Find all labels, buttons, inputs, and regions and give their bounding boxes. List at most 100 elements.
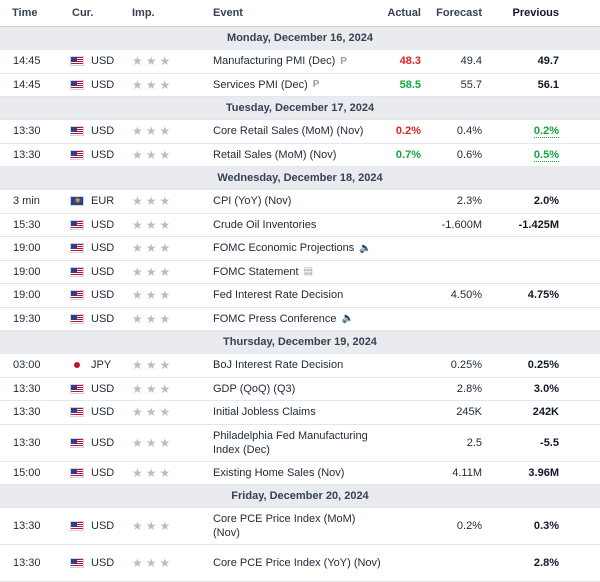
event-name[interactable]: Fed Interest Rate Decision: [213, 289, 344, 302]
star-icon: ★: [132, 54, 143, 69]
event-name[interactable]: CPI (YoY) (Nov): [213, 195, 292, 208]
currency-cell: USD: [70, 79, 114, 91]
currency-code: USD: [91, 125, 115, 138]
star-icon: ★: [159, 405, 171, 420]
event-cell[interactable]: Initial Jobless Claims: [213, 405, 316, 419]
star-icon: ★: [159, 264, 171, 279]
day-label: Friday, December 20, 2024: [231, 490, 369, 502]
header-time[interactable]: Time: [12, 7, 38, 19]
table-row[interactable]: 14:45 USD ★ ★ ★ Manufacturing PMI (Dec) P 48.3 4…: [0, 50, 600, 74]
actual-value: 0.2%: [395, 125, 421, 138]
header-currency[interactable]: Cur.: [72, 7, 94, 19]
forecast-value: 0.4%: [456, 125, 482, 138]
event-cell[interactable]: Core PCE Price Index (YoY) (Nov): [213, 556, 383, 570]
event-name[interactable]: Services PMI (Dec): [213, 78, 308, 91]
previous-value: 4.75%: [528, 289, 559, 301]
table-row[interactable]: 03:00 JPY ★ ★ ★ BoJ Interest Rate Decision 0.2…: [0, 354, 600, 378]
event-cell[interactable]: FOMC Press Conference 🔈: [213, 312, 354, 326]
event-cell[interactable]: Crude Oil Inventories: [213, 218, 316, 232]
event-name[interactable]: Core PCE Price Index (YoY) (Nov): [213, 557, 381, 569]
table-row[interactable]: 13:30 USD ★ ★ ★ Initial Jobless Claims 245K 242…: [0, 401, 600, 425]
event-name[interactable]: FOMC Statement: [213, 265, 299, 278]
header-event[interactable]: Event: [213, 7, 243, 19]
event-cell[interactable]: Manufacturing PMI (Dec) P: [213, 54, 347, 68]
event-cell[interactable]: Retail Sales (MoM) (Nov): [213, 148, 336, 162]
event-name[interactable]: Manufacturing PMI (Dec): [213, 55, 336, 68]
forecast-value: 245K: [456, 406, 482, 419]
header-importance[interactable]: Imp.: [132, 7, 155, 19]
event-time: 13:30: [13, 557, 41, 569]
star-icon: ★: [132, 264, 143, 279]
previous-text: 4.75%: [527, 289, 559, 302]
forecast-value: 4.11M: [452, 466, 482, 479]
star-icon: ★: [145, 217, 157, 232]
event-time: 15:30: [13, 218, 41, 231]
event-cell[interactable]: GDP (QoQ) (Q3): [213, 382, 295, 396]
speaker-icon[interactable]: 🔈: [341, 313, 354, 325]
event-name[interactable]: GDP (QoQ) (Q3): [213, 382, 296, 395]
event-cell[interactable]: FOMC Statement ▤: [213, 265, 313, 279]
currency-cell: USD: [70, 383, 114, 395]
event-cell[interactable]: Core Retail Sales (MoM) (Nov): [213, 124, 363, 138]
header-previous[interactable]: Previous: [512, 7, 559, 19]
table-row[interactable]: 15:30 USD ★ ★ ★ Crude Oil Inventories -1.600M -…: [0, 214, 600, 237]
document-icon[interactable]: ▤: [303, 266, 314, 278]
star-icon: ★: [132, 358, 143, 373]
event-name[interactable]: BoJ Interest Rate Decision: [213, 359, 344, 372]
table-row[interactable]: 19:00 USD ★ ★ ★ Fed Interest Rate Decision 4.5…: [0, 284, 600, 308]
table-row[interactable]: 19:00 USD ★ ★ ★ FOMC Economic Projections 🔈: [0, 237, 600, 261]
table-row[interactable]: 14:45 USD ★ ★ ★ Services PMI (Dec) P 58.5 55.7 56…: [0, 74, 600, 97]
event-name[interactable]: FOMC Press Conference: [213, 312, 337, 325]
currency-cell: JPY: [70, 359, 111, 371]
table-row[interactable]: 13:30 USD ★ ★ ★ Retail Sales (MoM) (Nov) 0.7% 0…: [0, 144, 600, 167]
event-name[interactable]: Existing Home Sales (Nov): [213, 466, 345, 479]
day-header: Wednesday, December 18, 2024: [0, 167, 600, 190]
table-row[interactable]: 13:30 USD ★ ★ ★ GDP (QoQ) (Q3) 2.8% 3.0%: [0, 378, 600, 401]
table-row[interactable]: 19:30 USD ★ ★ ★ FOMC Press Conference 🔈: [0, 308, 600, 331]
event-cell[interactable]: Fed Interest Rate Decision: [213, 288, 343, 302]
star-icon: ★: [159, 381, 171, 396]
forecast-value: 2.5: [466, 436, 482, 449]
previous-value: 56.1: [538, 79, 559, 91]
currency-code: USD: [91, 436, 115, 449]
previous-value: 0.2%: [533, 125, 559, 139]
table-row[interactable]: 13:30 USD ★ ★ ★ Core PCE Price Index (MoM) (N…: [0, 508, 600, 545]
header-forecast[interactable]: Forecast: [436, 7, 482, 19]
header-actual[interactable]: Actual: [387, 7, 421, 19]
event-cell[interactable]: FOMC Economic Projections 🔈: [213, 241, 372, 255]
table-row[interactable]: 15:00 USD ★ ★ ★ Existing Home Sales (Nov) 4.11…: [0, 462, 600, 485]
star-icon: ★: [132, 194, 143, 209]
event-cell[interactable]: CPI (YoY) (Nov): [213, 194, 291, 208]
event-name[interactable]: Philadelphia Fed Manufacturing Index (De…: [213, 429, 368, 456]
preliminary-icon[interactable]: P: [340, 55, 347, 67]
forecast-value: -1.600M: [441, 218, 482, 231]
previous-text: 2.0%: [533, 195, 559, 208]
importance-stars: ★ ★ ★: [132, 219, 170, 231]
currency-code: EUR: [91, 195, 115, 208]
star-icon: ★: [159, 519, 171, 533]
currency-cell: USD: [70, 313, 114, 325]
preliminary-icon[interactable]: P: [312, 79, 320, 91]
day-header: Friday, December 20, 2024: [0, 485, 600, 508]
event-cell[interactable]: BoJ Interest Rate Decision: [213, 358, 343, 372]
event-name[interactable]: Retail Sales (MoM) (Nov): [213, 148, 337, 161]
event-name[interactable]: Initial Jobless Claims: [213, 406, 316, 419]
event-name[interactable]: Crude Oil Inventories: [213, 218, 317, 231]
table-row[interactable]: 19:00 USD ★ ★ ★ FOMC Statement ▤: [0, 261, 600, 284]
event-time: 19:00: [13, 289, 41, 302]
table-row[interactable]: 13:30 USD ★ ★ ★ Core Retail Sales (MoM) (Nov)…: [0, 120, 600, 144]
table-row[interactable]: 13:30 USD ★ ★ ★ Core PCE Price Index (YoY) (N…: [0, 545, 600, 582]
event-name[interactable]: Core PCE Price Index (MoM) (Nov): [213, 513, 356, 539]
event-cell[interactable]: Core PCE Price Index (MoM) (Nov): [213, 512, 383, 540]
previous-text: 0.25%: [527, 359, 559, 372]
event-cell[interactable]: Philadelphia Fed Manufacturing Index (De…: [213, 429, 383, 457]
event-cell[interactable]: Existing Home Sales (Nov): [213, 466, 344, 480]
event-cell[interactable]: Services PMI (Dec) P: [213, 78, 319, 92]
event-name[interactable]: Core Retail Sales (MoM) (Nov): [213, 125, 364, 138]
event-name[interactable]: FOMC Economic Projections: [213, 242, 355, 255]
table-row[interactable]: 3 minEUR★★★CPI (YoY) (Nov)2.3%2.0%: [0, 190, 600, 214]
star-icon: ★: [159, 288, 171, 303]
calendar-rows: Monday, December 16, 2024 14:45 USD ★ ★ ★ Manu…: [0, 27, 600, 582]
table-row[interactable]: 13:30 USD ★ ★ ★ Philadelphia Fed Manufacturin…: [0, 425, 600, 462]
speaker-icon[interactable]: 🔈: [359, 242, 372, 254]
